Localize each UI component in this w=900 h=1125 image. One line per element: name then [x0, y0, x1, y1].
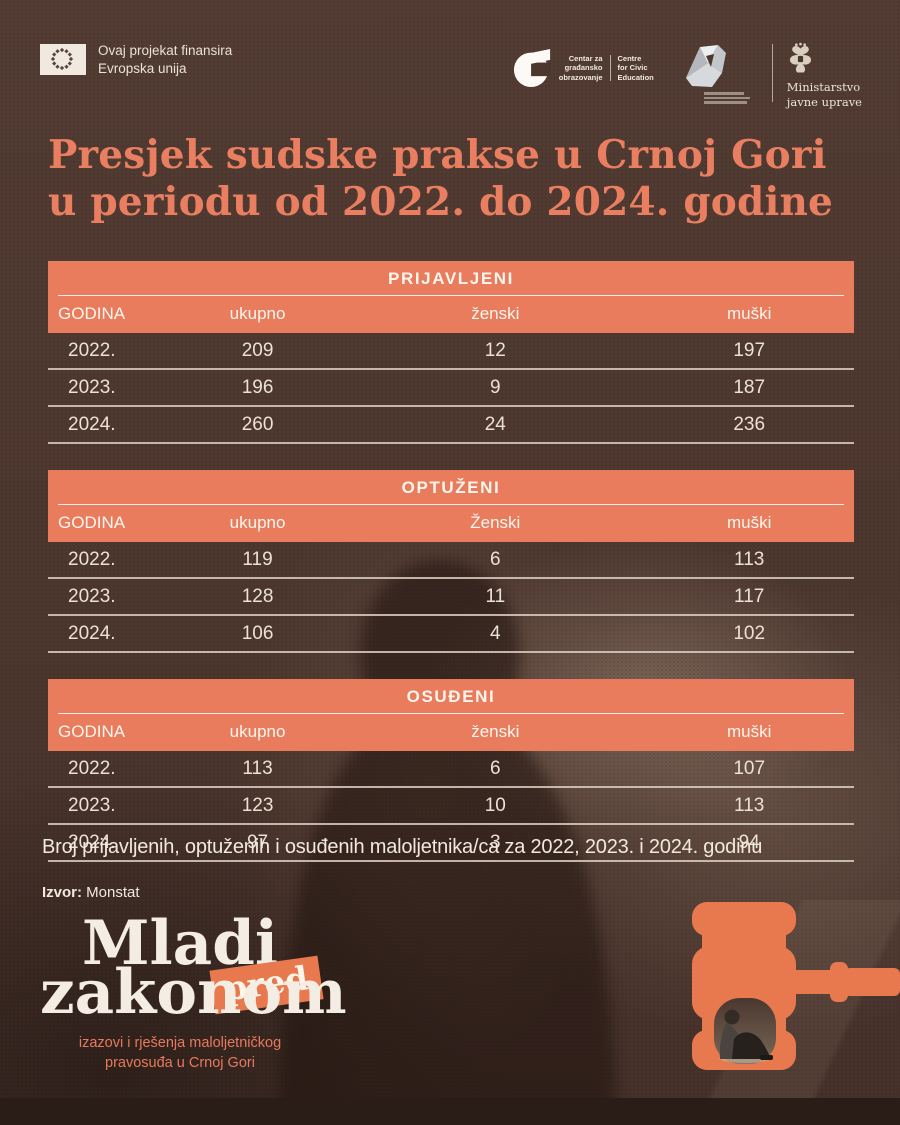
page-title-line1: Presjek sudske prakse u Crnoj Gori: [48, 132, 827, 178]
page-title-line2: u periodu od 2022. do 2024. godine: [48, 178, 834, 225]
cgo-logo: Centar za građansko obrazovanje Centre f…: [513, 46, 654, 90]
table-header: PRIJAVLJENI GODINA ukupno ženski muški: [48, 261, 854, 333]
cgo-text-sr: Centar za građansko obrazovanje: [558, 53, 603, 82]
partner-logos: Centar za građansko obrazovanje Centre f…: [513, 42, 862, 110]
eu-funding-line1: Ovaj projekat finansira: [98, 43, 233, 58]
eu-funding-block: Ovaj projekat finansira Evropska unija: [40, 42, 232, 77]
table-row: 2022. 119 6 113: [48, 542, 854, 579]
table-row: 2024. 106 4 102: [48, 616, 854, 653]
table-column-headers: GODINA ukupno ženski muški: [58, 304, 772, 323]
gavel-illustration: [692, 902, 900, 1070]
tables-container: PRIJAVLJENI GODINA ukupno ženski muški 2…: [48, 261, 854, 888]
table-column-headers: GODINA ukupno Ženski muški: [58, 513, 772, 532]
campaign-tagline: izazovi i rješenja maloljetničkog pravos…: [78, 1035, 282, 1072]
footer-bar: [0, 1098, 900, 1125]
ministry-logo: Ministarstvo javne uprave: [771, 42, 862, 110]
table-header: OSUĐENI GODINA ukupno ženski muški: [48, 679, 854, 751]
table-row: 2022. 209 12 197: [48, 333, 854, 370]
table-row: 2023. 196 9 187: [48, 370, 854, 407]
table-optuzeni: OPTUŽENI GODINA ukupno Ženski muški 2022…: [48, 470, 854, 653]
table-header-rule: [58, 295, 844, 296]
academy-crystal-icon: [685, 45, 726, 87]
academy-caption-lines: [703, 92, 750, 104]
table-osudjeni: OSUĐENI GODINA ukupno ženski muški 2022.…: [48, 679, 854, 862]
table-row: 2024. 97 3 94: [48, 825, 854, 862]
academy-logo: [676, 42, 750, 104]
ministry-inner: Ministarstvo javne uprave: [787, 42, 862, 110]
sitting-boy-silhouette: [719, 1009, 773, 1060]
source-line: Izvor: Monstat: [42, 884, 140, 901]
table-prijavljeni: PRIJAVLJENI GODINA ukupno ženski muški 2…: [48, 261, 854, 444]
table-header-rule: [58, 504, 844, 505]
table-title: OPTUŽENI: [401, 478, 501, 497]
ministry-divider: [771, 44, 773, 102]
table-header: OPTUŽENI GODINA ukupno Ženski muški: [48, 470, 854, 542]
campaign-word-zakonom: zakonom: [40, 957, 347, 1028]
page-title: Presjek sudske prakse u Crnoj Gori u per…: [48, 132, 833, 226]
cgo-icon: [513, 49, 551, 87]
table-title: PRIJAVLJENI: [388, 269, 514, 288]
table-header-rule: [58, 713, 844, 714]
source-value: Monstat: [82, 884, 140, 901]
table-row: 2024. 260 24 236: [48, 407, 854, 444]
eu-flag-icon: [40, 44, 86, 76]
source-label: Izvor:: [42, 884, 83, 901]
eu-funding-text: Ovaj projekat finansira Evropska unija: [98, 42, 232, 77]
campaign-word-mladi: Mladi: [81, 908, 279, 979]
cgo-text: Centar za građansko obrazovanje Centre f…: [559, 54, 654, 82]
table-row: 2023. 123 10 113: [48, 788, 854, 825]
eu-funding-line2: Evropska unija: [98, 60, 187, 76]
table-row: 2022. 113 6 107: [48, 751, 854, 788]
table-column-headers: GODINA ukupno ženski muški: [58, 722, 772, 741]
header: Ovaj projekat finansira Evropska unija C…: [40, 42, 862, 110]
ministry-text: Ministarstvo javne uprave: [786, 80, 862, 109]
cgo-text-en: Centre for Civic Education: [617, 53, 654, 82]
chart-caption: Broj prijavljenih, optuženih i osuđenih …: [42, 836, 763, 858]
montenegro-coat-of-arms-icon: [789, 42, 811, 73]
cgo-divider: [609, 55, 611, 81]
campaign-logo: Mladi pred zakonom izazovi i rješenja ma…: [40, 908, 347, 1074]
table-row: 2023. 128 11 117: [48, 579, 854, 616]
table-title: OSUĐENI: [406, 687, 496, 706]
